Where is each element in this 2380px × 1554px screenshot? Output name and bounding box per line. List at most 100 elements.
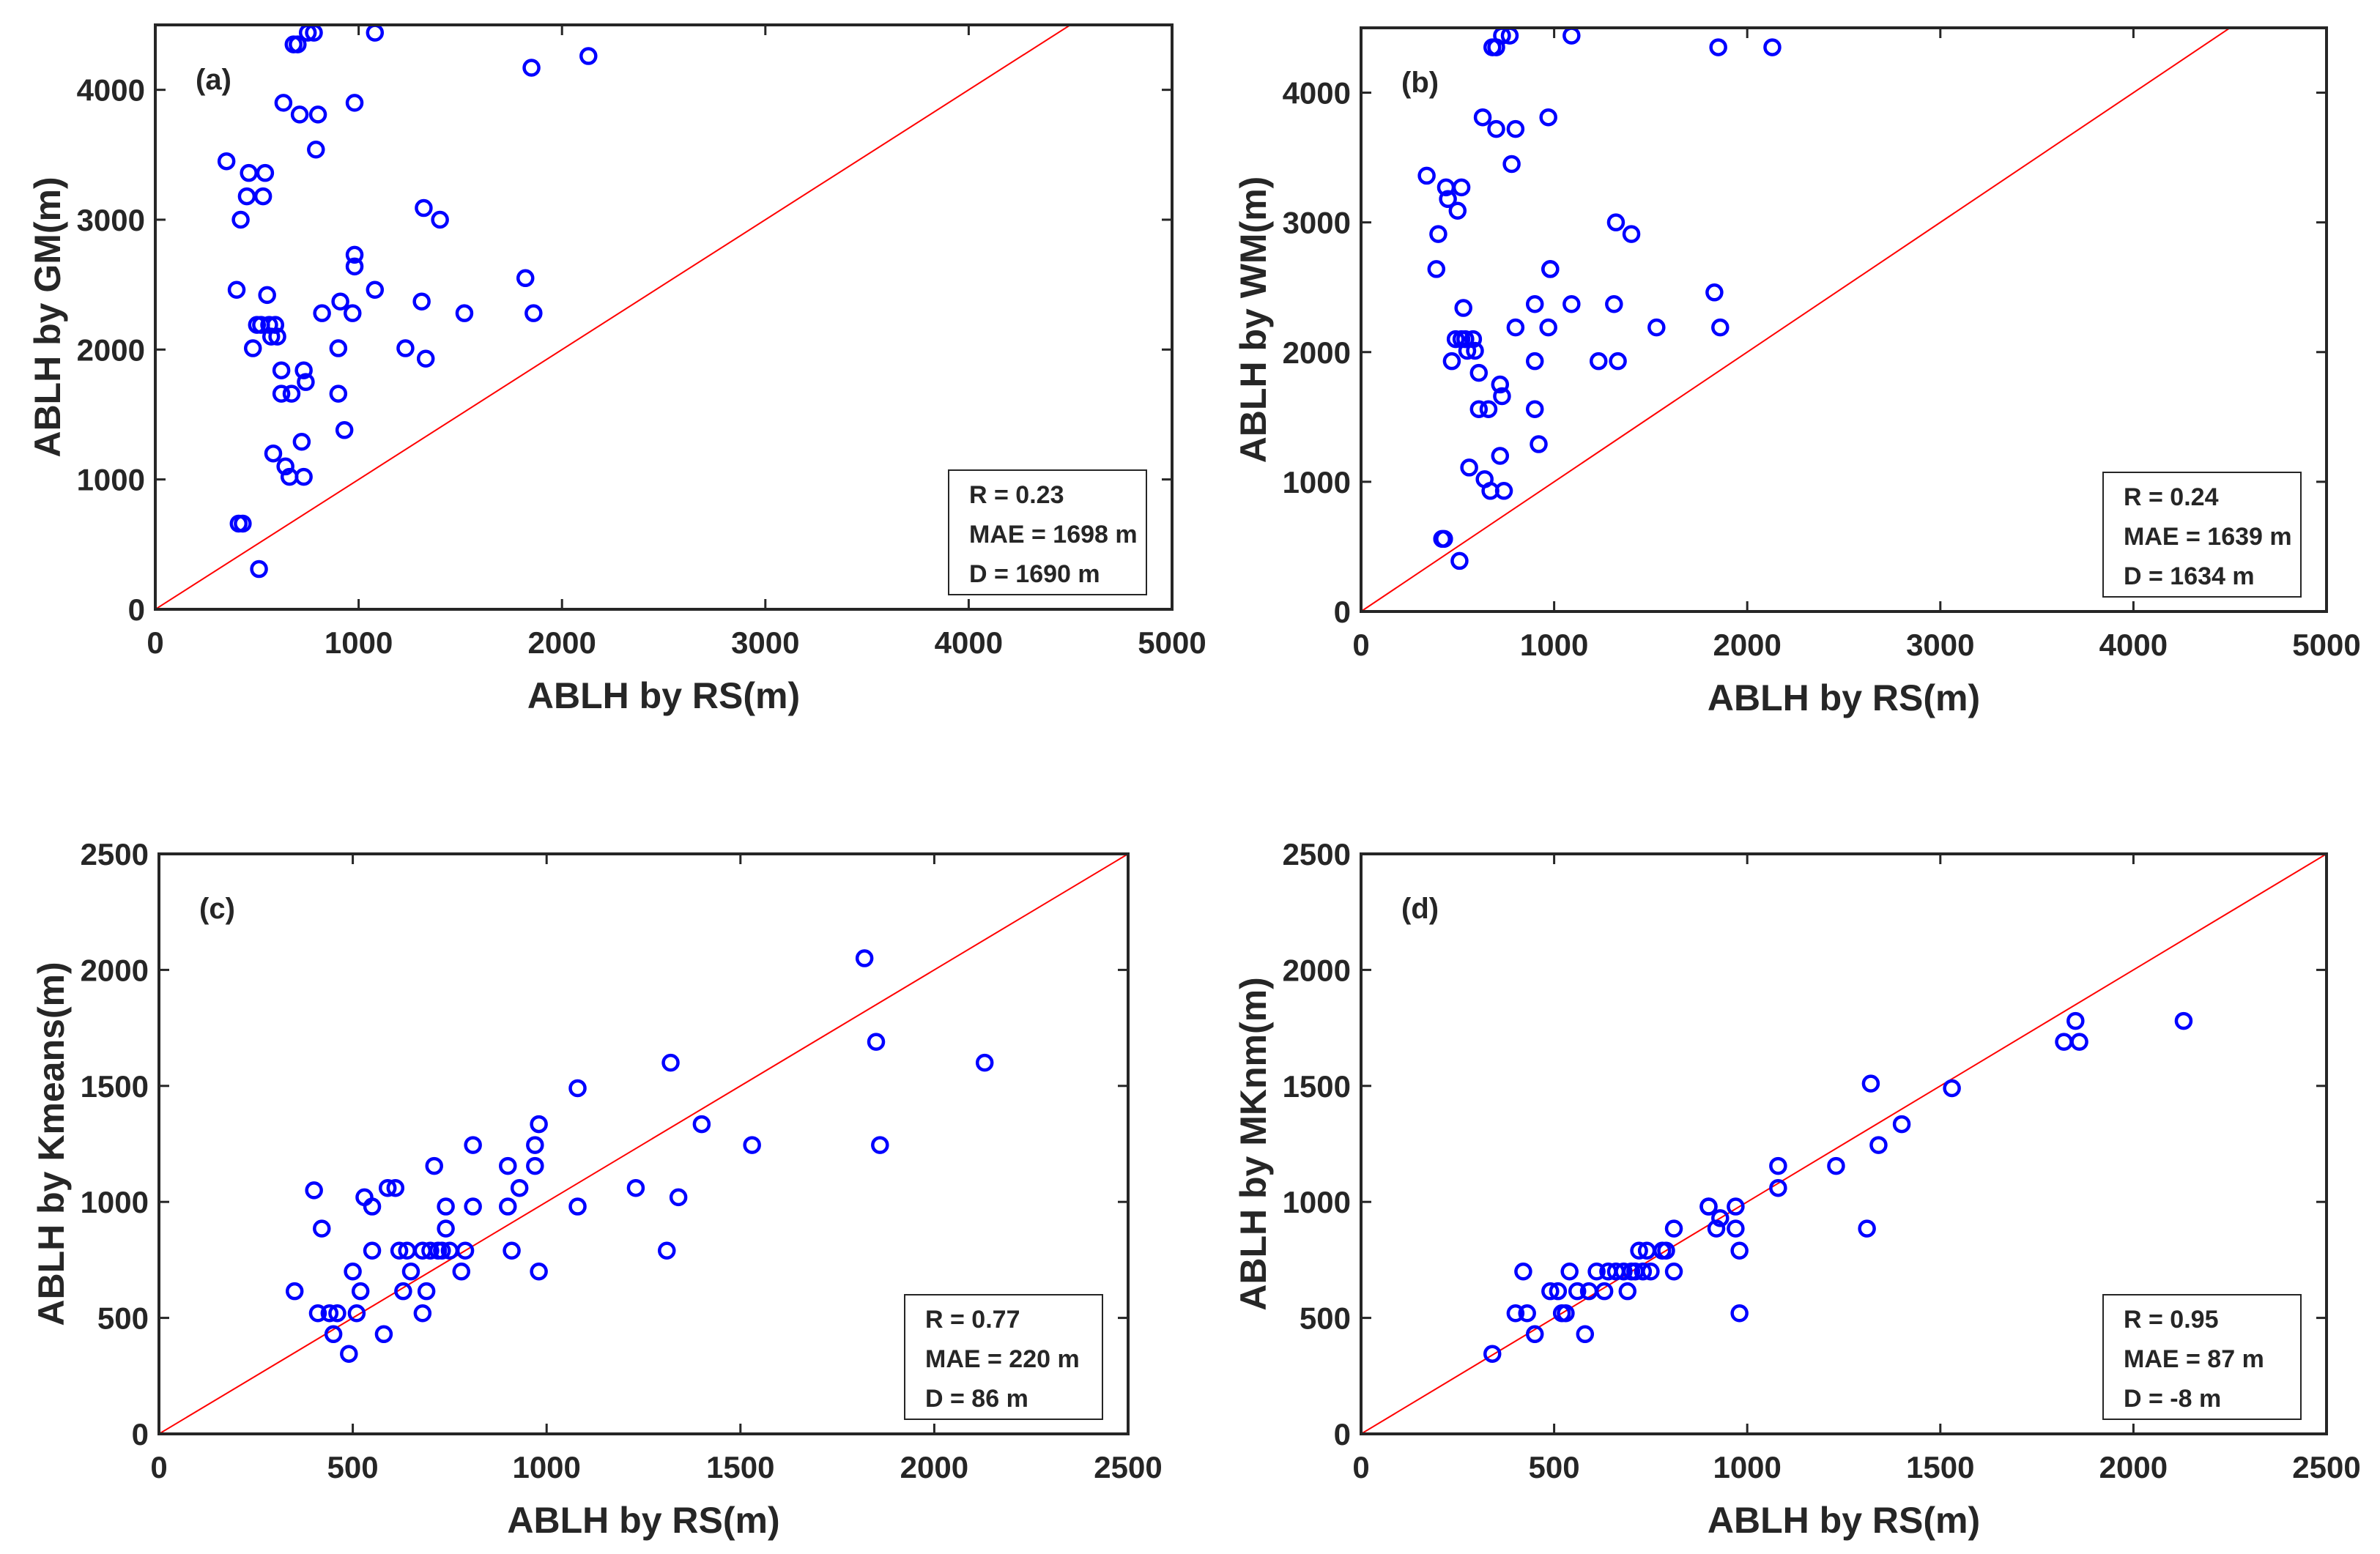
data-point-16 xyxy=(272,361,291,379)
data-point-10 xyxy=(351,1282,370,1301)
data-point-32 xyxy=(1494,482,1513,500)
stat-line: MAE = 1698 m xyxy=(969,521,1138,549)
data-point-12 xyxy=(363,1197,382,1216)
data-point-13 xyxy=(1587,1262,1606,1281)
data-point-23 xyxy=(289,35,307,53)
x-tick-label: 2000 xyxy=(1713,628,1781,662)
y-tick-label: 0 xyxy=(1334,595,1351,629)
data-point-46 xyxy=(415,198,433,218)
data-point-41 xyxy=(530,1115,548,1134)
data-point-47 xyxy=(2070,1033,2088,1051)
data-point-30 xyxy=(1699,1197,1718,1216)
data-point-19 xyxy=(276,457,294,476)
data-point-21 xyxy=(1473,108,1492,127)
data-point-18 xyxy=(394,1282,412,1301)
data-point-10 xyxy=(1568,1282,1587,1301)
data-point-20 xyxy=(401,1262,420,1281)
data-point-25 xyxy=(425,1156,443,1175)
data-point-9 xyxy=(256,163,275,182)
data-point-7 xyxy=(1442,352,1461,371)
data-point-37 xyxy=(1769,1156,1787,1175)
data-point-8 xyxy=(253,187,273,206)
data-point-6 xyxy=(1549,1282,1568,1301)
y-tick-label: 2000 xyxy=(81,953,149,987)
data-point-55 xyxy=(1711,318,1730,337)
y-tick-label: 4000 xyxy=(77,73,145,108)
data-point-42 xyxy=(1869,1136,1888,1154)
y-tick-label: 2500 xyxy=(81,837,149,871)
data-point-2 xyxy=(1429,225,1447,243)
data-point-38 xyxy=(1525,400,1544,418)
stats-box: R = 0.95 MAE = 87 m D = -8 m xyxy=(2102,1294,2302,1420)
scatter-points xyxy=(217,25,598,579)
x-tick-label: 0 xyxy=(1352,1450,1369,1484)
data-point-29 xyxy=(1491,447,1510,465)
data-point-40 xyxy=(1530,435,1548,453)
y-tick-label: 1000 xyxy=(77,463,145,497)
data-point-2 xyxy=(308,1304,327,1323)
data-point-31 xyxy=(452,1262,471,1281)
data-point-45 xyxy=(2055,1033,2073,1051)
data-point-28 xyxy=(1664,1262,1683,1281)
data-point-44 xyxy=(1541,260,1560,278)
data-point-0 xyxy=(1483,1345,1502,1363)
data-point-51 xyxy=(522,59,541,77)
data-point-37 xyxy=(335,421,354,439)
data-point-45 xyxy=(412,292,431,311)
x-tick-label: 500 xyxy=(1529,1450,1580,1484)
data-point-9 xyxy=(347,1304,366,1323)
axes-frame xyxy=(1360,26,2328,613)
data-point-34 xyxy=(1502,155,1521,174)
data-point-32 xyxy=(456,1241,475,1260)
data-point-13 xyxy=(363,1241,382,1260)
data-point-17 xyxy=(390,1241,409,1260)
data-point-48 xyxy=(2174,1011,2193,1030)
x-tick-label: 0 xyxy=(150,1450,167,1484)
data-point-9 xyxy=(1448,201,1467,220)
data-point-49 xyxy=(692,1115,711,1134)
data-point-43 xyxy=(568,1079,587,1098)
data-point-0 xyxy=(217,152,236,171)
data-point-49 xyxy=(455,304,474,322)
y-tick-label: 0 xyxy=(1334,1417,1351,1451)
reference-line-1to1 xyxy=(1361,28,2231,611)
data-point-17 xyxy=(1464,330,1483,349)
data-point-10 xyxy=(258,286,276,305)
stats-box-frame xyxy=(2102,1294,2302,1420)
data-point-27 xyxy=(294,361,313,379)
data-point-36 xyxy=(331,292,349,311)
data-point-3 xyxy=(1518,1304,1536,1323)
data-point-11 xyxy=(1452,178,1471,197)
data-point-0 xyxy=(285,1282,304,1301)
stat-line: MAE = 220 m xyxy=(925,1345,1080,1373)
data-point-8 xyxy=(1557,1304,1575,1323)
data-point-31 xyxy=(1493,387,1511,406)
data-point-10 xyxy=(1450,551,1469,570)
scatter-points xyxy=(285,949,994,1363)
data-point-44 xyxy=(396,339,415,357)
data-point-11 xyxy=(1576,1325,1595,1344)
data-point-32 xyxy=(308,105,327,124)
x-tick-label: 2000 xyxy=(527,625,596,660)
data-point-5 xyxy=(1541,1282,1560,1301)
data-point-6 xyxy=(1439,190,1457,209)
data-point-26 xyxy=(1657,1241,1675,1260)
x-tick-label: 2500 xyxy=(1094,1450,1162,1484)
x-tick-label: 2500 xyxy=(2292,1450,2360,1484)
data-point-53 xyxy=(579,47,598,65)
data-point-29 xyxy=(437,1197,455,1216)
data-point-25 xyxy=(292,432,311,451)
stat-line: R = 0.24 xyxy=(2124,483,2219,511)
data-point-19 xyxy=(1469,400,1489,418)
data-point-46 xyxy=(2066,1011,2085,1030)
y-tick-label: 2000 xyxy=(1283,335,1351,370)
data-point-17 xyxy=(272,384,291,403)
y-tick-label: 500 xyxy=(97,1301,149,1336)
x-tick-label: 2000 xyxy=(2099,1450,2168,1484)
x-tick-label: 4000 xyxy=(935,625,1003,660)
data-point-33 xyxy=(1727,1219,1745,1238)
panel-tag: (c) xyxy=(199,893,235,925)
data-point-37 xyxy=(503,1241,521,1260)
data-point-40 xyxy=(345,245,364,264)
data-point-43 xyxy=(366,25,385,42)
